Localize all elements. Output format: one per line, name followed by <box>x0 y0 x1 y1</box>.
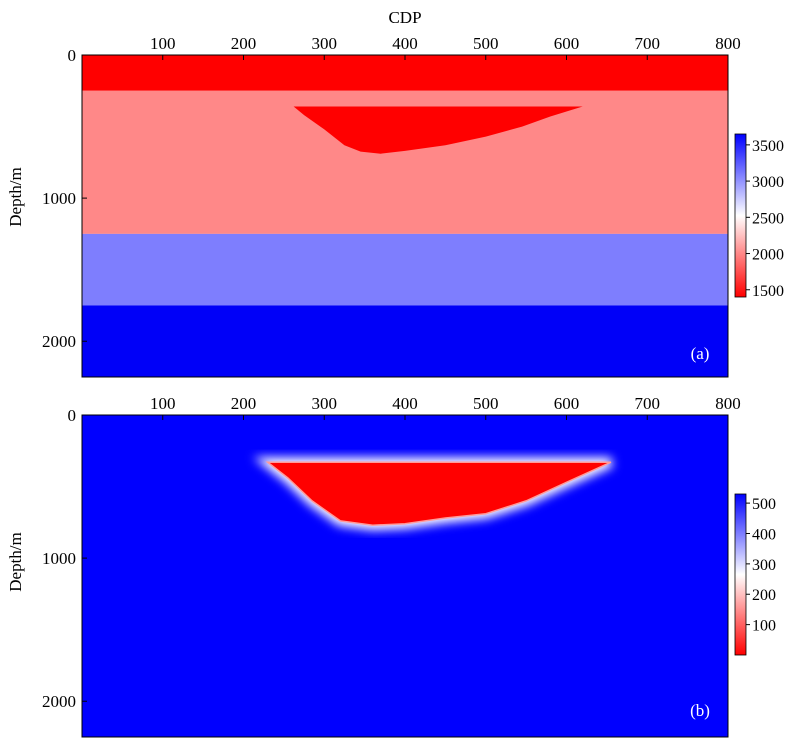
x-tick-label: 300 <box>312 394 338 413</box>
y-axis-ticks: 0 1000 2000 <box>42 46 87 351</box>
x-tick-label: 400 <box>392 394 418 413</box>
x-axis-label: CDP <box>388 8 421 27</box>
y-tick-label: 2000 <box>42 692 76 711</box>
colorbar-gradient <box>734 493 747 656</box>
x-tick-label: 600 <box>554 394 580 413</box>
x-tick-label: 100 <box>150 34 176 53</box>
layer-1 <box>82 55 728 91</box>
anomaly-region <box>253 457 613 531</box>
y-tick-label: 1000 <box>42 189 76 208</box>
anomaly-region <box>293 106 583 154</box>
x-tick-label: 200 <box>231 34 257 53</box>
x-tick-label: 500 <box>473 394 499 413</box>
colorbar: 1500 2000 2500 3000 3500 <box>734 133 784 300</box>
y-axis-label: Depth/m <box>6 167 25 227</box>
colorbar-tick-label: 100 <box>752 618 776 635</box>
anomaly-core <box>265 461 612 526</box>
x-tick-label: 700 <box>635 34 661 53</box>
layer-fills <box>82 55 728 377</box>
colorbar-tick-label: 200 <box>752 587 776 604</box>
panel-b: 100 200 300 400 500 600 700 800 0 1000 2000 Depth… <box>6 394 776 738</box>
panel-label: (b) <box>690 701 710 720</box>
y-tick-label: 2000 <box>42 332 76 351</box>
colorbar-tick-label: 500 <box>752 496 776 513</box>
x-axis-ticks: 100 200 300 400 500 600 700 800 <box>150 394 741 420</box>
colorbar-tick-label: 2000 <box>752 247 784 264</box>
y-tick-label: 0 <box>68 46 77 65</box>
anomaly-body <box>293 106 583 154</box>
colorbar-gradient <box>734 133 747 298</box>
colorbar: 100 200 300 400 500 <box>734 493 776 656</box>
x-tick-label: 800 <box>715 34 741 53</box>
x-tick-label: 800 <box>715 394 741 413</box>
y-axis-ticks: 0 1000 2000 <box>42 406 87 711</box>
y-tick-label: 0 <box>68 406 77 425</box>
panel-a: 100 200 300 400 500 600 700 800 0 1000 2000 CDP D… <box>6 8 784 378</box>
x-tick-label: 100 <box>150 394 176 413</box>
x-tick-label: 300 <box>312 34 338 53</box>
y-axis-label: Depth/m <box>6 532 25 592</box>
x-axis-ticks: 100 200 300 400 500 600 700 800 <box>150 34 741 60</box>
colorbar-tick-label: 300 <box>752 557 776 574</box>
x-tick-label: 400 <box>392 34 418 53</box>
colorbar-tick-label: 2500 <box>752 210 784 227</box>
colorbar-tick-label: 400 <box>752 526 776 543</box>
layer-4 <box>82 305 728 377</box>
x-tick-label: 200 <box>231 394 257 413</box>
panel-label: (a) <box>691 344 710 363</box>
layer-3 <box>82 233 728 306</box>
y-tick-label: 1000 <box>42 549 76 568</box>
colorbar-tick-label: 3000 <box>752 174 784 191</box>
x-tick-label: 600 <box>554 34 580 53</box>
x-tick-label: 700 <box>635 394 661 413</box>
x-tick-label: 500 <box>473 34 499 53</box>
colorbar-tick-label: 3500 <box>752 138 784 155</box>
colorbar-tick-label: 1500 <box>752 283 784 300</box>
